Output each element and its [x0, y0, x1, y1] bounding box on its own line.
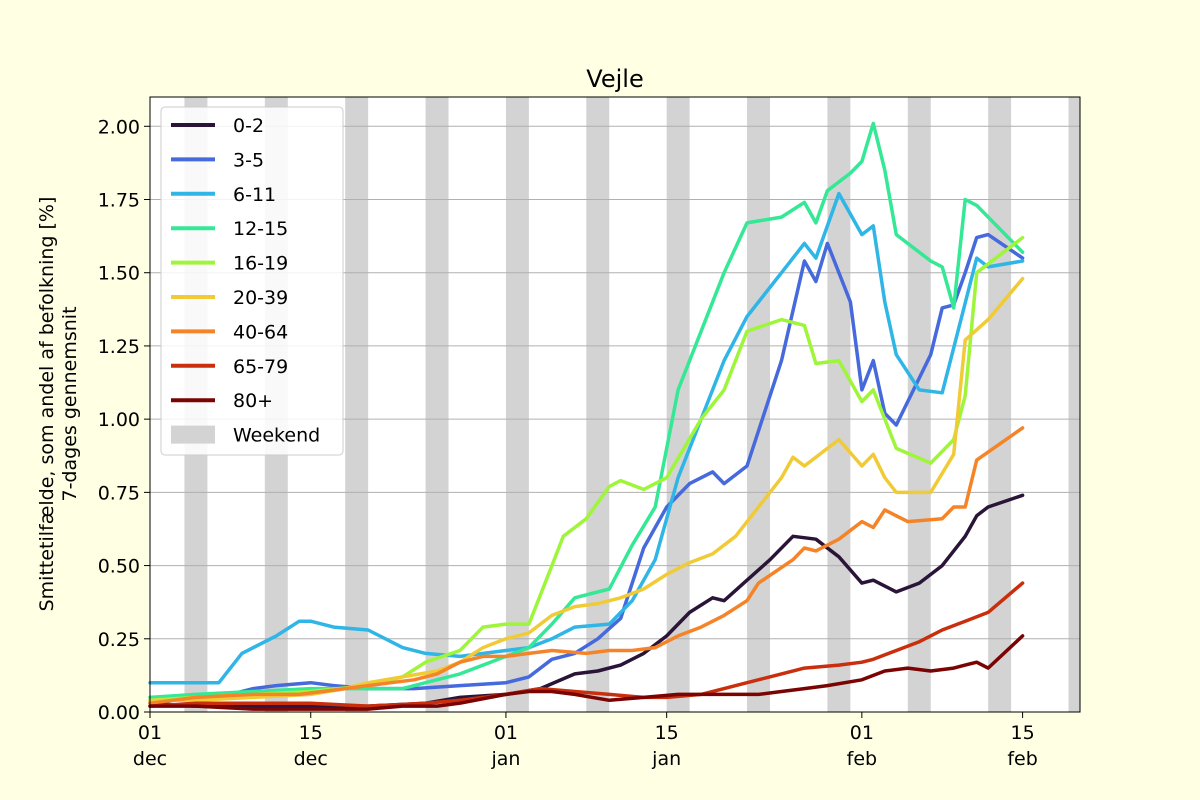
weekend-bands: [184, 97, 1080, 712]
y-tick-label: 0.50: [98, 556, 140, 578]
legend: 0-2 3-5 6-11 12-15 16-19 20-39 40-64 65-79 80+ We…: [160, 106, 344, 456]
x-tick-day-label: 15: [1010, 722, 1034, 744]
weekend-band: [827, 97, 851, 712]
weekend-band: [505, 97, 529, 712]
series-line-12-15: [148, 121, 1025, 700]
chart-title: Vejle: [586, 65, 643, 93]
x-tick-month-label: jan: [651, 748, 681, 770]
plot-frame: [149, 96, 1081, 713]
legend-swatch-weekend: [171, 425, 215, 444]
y-tick-label: 1.25: [98, 336, 140, 358]
x-tick-month-label: dec: [294, 748, 328, 770]
x-tick-month-label: feb: [847, 748, 877, 770]
legend-label: Weekend: [233, 425, 320, 447]
series-line-80+: [148, 634, 1025, 711]
x-tick-day-label: 01: [494, 722, 518, 744]
series-lines: [148, 121, 1025, 711]
y-tick-label: 0.25: [98, 629, 140, 651]
legend-label: 40-64: [233, 321, 288, 343]
legend-label: 6-11: [233, 184, 276, 206]
y-axis: 0.00 0.25 0.50 0.75 1.00 1.25 1.50 1.75 2.00: [98, 116, 150, 724]
weekend-band: [907, 97, 931, 712]
series-line-6-11: [148, 191, 1025, 685]
x-tick-month-label: dec: [133, 748, 167, 770]
x-tick-day-label: 01: [850, 722, 874, 744]
x-tick-month-label: feb: [1007, 748, 1037, 770]
x-tick-day-label: 15: [655, 722, 679, 744]
legend-label: 80+: [233, 390, 273, 412]
series-line-16-19: [148, 235, 1025, 703]
x-axis: 01 dec 15 dec 01 jan 15 jan 01 feb 15 feb: [133, 712, 1038, 770]
legend-label: 0-2: [233, 115, 264, 137]
x-tick-month-label: jan: [490, 748, 520, 770]
y-tick-label: 0.00: [98, 702, 140, 724]
legend-label: 12-15: [233, 218, 288, 240]
series-line-20-39: [148, 276, 1025, 703]
y-tick-label: 2.00: [98, 116, 140, 138]
legend-label: 20-39: [233, 287, 288, 309]
x-tick-day-label: 01: [138, 722, 162, 744]
series-line-40-64: [148, 426, 1025, 705]
weekend-band: [666, 97, 690, 712]
legend-label: 3-5: [233, 149, 264, 171]
weekend-band: [345, 97, 369, 712]
y-tick-label: 1.75: [98, 190, 140, 212]
y-axis-label-line2: 7-dages gennemsnit: [59, 306, 81, 501]
weekend-band: [988, 97, 1012, 712]
weekend-band: [425, 97, 449, 712]
y-tick-label: 1.50: [98, 263, 140, 285]
series-line-3-5: [148, 232, 1025, 703]
weekend-band: [586, 97, 610, 712]
weekend-band: [1068, 97, 1080, 712]
weekend-band: [747, 97, 770, 712]
x-tick-day-label: 15: [299, 722, 323, 744]
legend-label: 16-19: [233, 253, 288, 275]
y-tick-label: 1.00: [98, 409, 140, 431]
legend-label: 65-79: [233, 356, 288, 378]
y-axis-label-line1: Smittetilfælde, som andel af befolkning …: [36, 197, 58, 612]
y-tick-label: 0.75: [98, 482, 140, 504]
